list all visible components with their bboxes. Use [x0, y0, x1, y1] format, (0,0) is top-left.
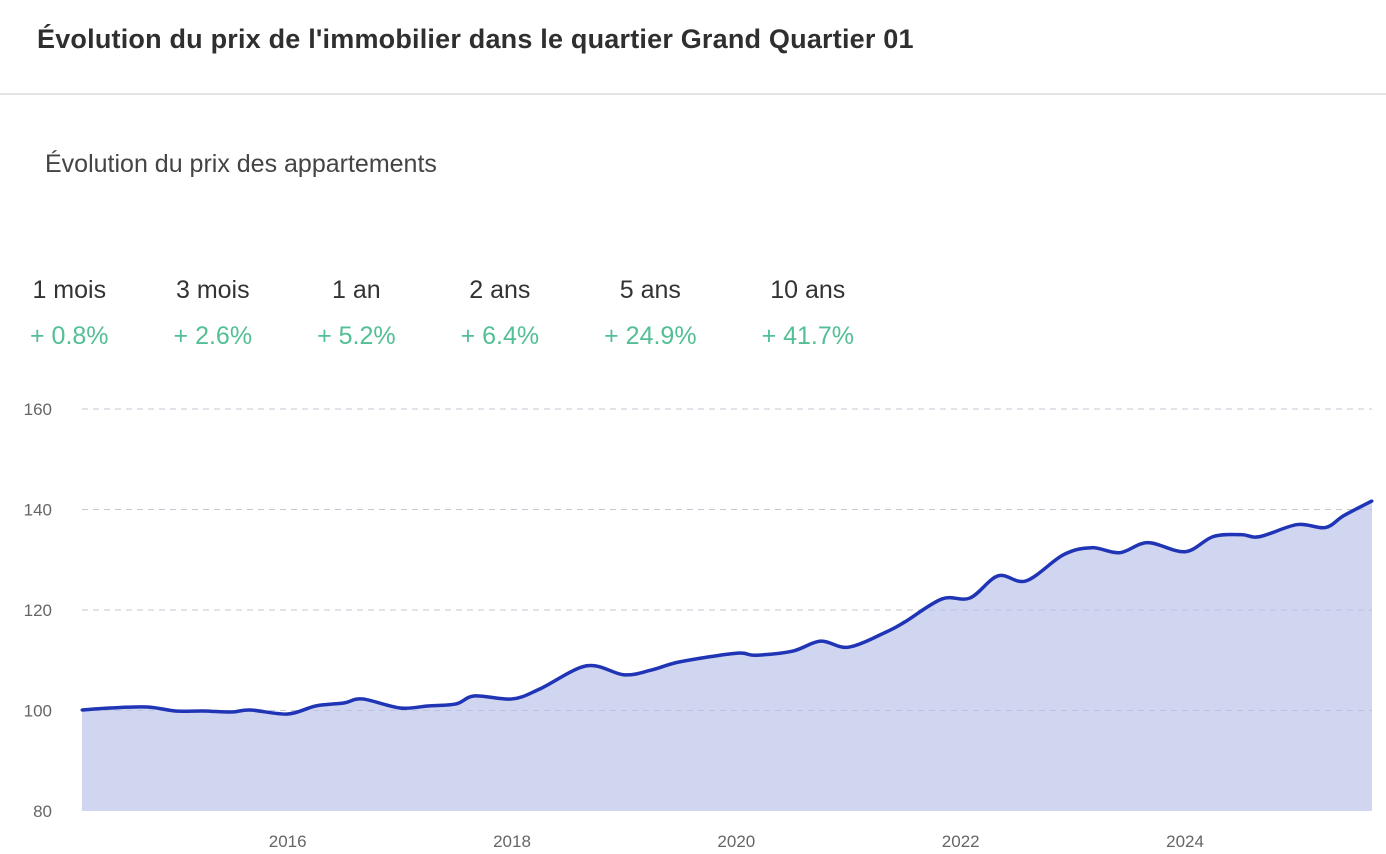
data-point [678, 660, 682, 664]
page-title: Évolution du prix de l'immobilier dans l… [37, 24, 914, 54]
x-tick-label: 2024 [1166, 832, 1204, 851]
x-tick-label: 2020 [717, 832, 755, 851]
data-point [818, 639, 822, 643]
data-point [510, 697, 514, 701]
data-point [1211, 535, 1215, 539]
price-line [81, 499, 1373, 716]
stat-value: + 24.9% [604, 322, 697, 350]
x-tick-label: 2018 [493, 832, 531, 851]
data-point [1024, 579, 1028, 583]
data-point [650, 668, 654, 672]
data-point [1323, 526, 1327, 530]
data-point [202, 709, 206, 713]
y-axis: 80 100 120 140 160 [24, 400, 52, 821]
stat-value: + 6.4% [460, 322, 540, 350]
data-point [903, 620, 907, 624]
data-point [734, 651, 738, 655]
data-point [454, 702, 458, 706]
price-area [82, 500, 1372, 811]
y-tick-label: 120 [24, 601, 52, 620]
data-point [473, 694, 477, 698]
data-point [1295, 523, 1299, 527]
stat-label: 10 ans [770, 276, 846, 304]
header-divider [0, 93, 1386, 95]
data-point [360, 697, 364, 701]
data-point [996, 574, 1000, 578]
data-point [1239, 533, 1243, 537]
stat-10-years: 10 ans + 41.7% [762, 276, 854, 351]
data-point [585, 664, 589, 668]
stat-value: + 41.7% [761, 322, 854, 350]
x-axis: 2016 2018 2020 2022 2024 [269, 832, 1204, 851]
data-point [790, 649, 794, 653]
stat-label: 1 an [331, 276, 381, 304]
data-point [398, 706, 402, 710]
data-point [342, 701, 346, 705]
data-point [753, 653, 757, 657]
data-point [286, 712, 290, 716]
data-point [622, 673, 626, 677]
chart-subtitle: Évolution du prix des appartements [45, 150, 437, 178]
stat-2-years: 2 ans + 6.4% [461, 276, 540, 351]
data-point [538, 687, 542, 691]
data-point [1146, 541, 1150, 545]
stat-value: + 0.8% [30, 322, 109, 350]
data-point [426, 704, 430, 708]
x-tick-label: 2016 [269, 832, 307, 851]
data-point [314, 704, 318, 708]
data-point [884, 630, 888, 634]
stat-3-months: 3 mois + 2.6% [174, 276, 253, 351]
data-point [173, 709, 177, 713]
data-point [248, 708, 252, 712]
data-point [108, 706, 112, 710]
stat-label: 2 ans [469, 276, 531, 304]
data-point [80, 708, 84, 712]
data-point [145, 705, 149, 709]
stat-1-year: 1 an + 5.2% [317, 276, 396, 351]
data-point [847, 645, 851, 649]
data-point [1118, 551, 1122, 555]
data-point [1090, 546, 1094, 550]
y-tick-label: 160 [24, 400, 52, 419]
data-point [1258, 535, 1262, 539]
stat-1-month: 1 mois + 0.8% [30, 276, 109, 351]
data-point [1062, 553, 1066, 557]
stat-5-years: 5 ans + 24.9% [604, 276, 696, 351]
data-point [940, 597, 944, 601]
data-point [1370, 499, 1374, 503]
data-point [968, 596, 972, 600]
y-tick-label: 80 [33, 802, 52, 821]
data-point [1342, 514, 1346, 518]
x-tick-label: 2022 [942, 832, 980, 851]
data-point [230, 710, 234, 714]
stat-label: 1 mois [32, 276, 107, 304]
y-tick-label: 140 [24, 501, 52, 520]
stat-label: 5 ans [619, 276, 681, 304]
stat-value: + 5.2% [317, 322, 396, 350]
price-change-stats: 1 mois + 0.8% 3 mois + 2.6% 1 an + 5.2% 2 a… [30, 276, 854, 351]
stat-label: 3 mois [175, 276, 250, 304]
y-tick-label: 100 [24, 702, 52, 721]
stat-value: + 2.6% [173, 322, 253, 350]
data-point [1183, 550, 1187, 554]
